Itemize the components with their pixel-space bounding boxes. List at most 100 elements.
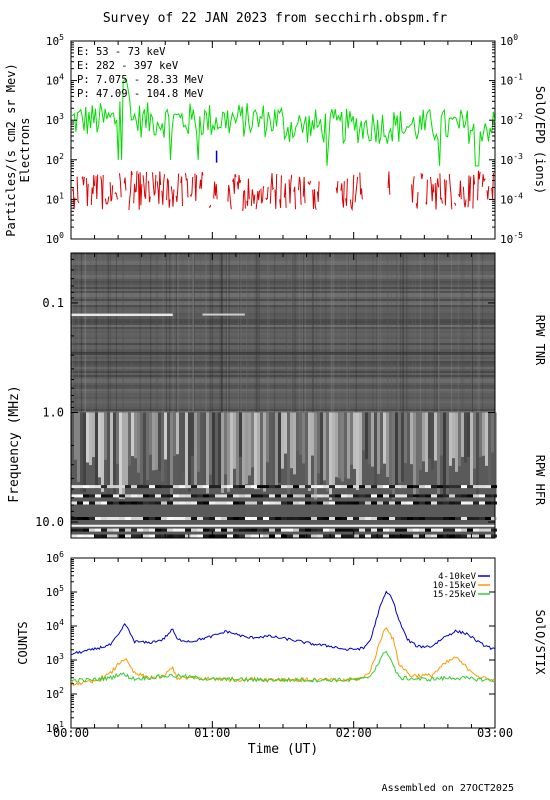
rpw-tnr-streak <box>219 253 221 413</box>
rpw-hfr-band <box>83 501 89 505</box>
rpw-hfr-band <box>353 517 359 520</box>
rpw-hfr-band <box>185 501 191 505</box>
epd-series-electrons-high <box>142 171 147 199</box>
rpw-tnr-streak <box>254 253 256 413</box>
rpw-hfr-band <box>401 494 407 498</box>
rpw-tnr-row <box>71 385 495 387</box>
rpw-tnr-streak <box>246 253 248 413</box>
rpw-hfr-streak <box>386 412 389 477</box>
rpw-hfr-band <box>257 494 263 498</box>
rpw-hfr-streak <box>329 412 332 501</box>
rpw-hfr-band <box>287 494 293 498</box>
rpw-tnr-streak <box>397 253 399 413</box>
epd-series-electrons-high <box>430 176 435 202</box>
rpw-tnr-streak <box>376 253 378 413</box>
rpw-hfr-band <box>185 485 191 489</box>
epd-series-electrons-high <box>119 173 122 198</box>
epd-tick-label: 104 <box>46 73 64 88</box>
stix-series-15-25keV <box>70 650 496 683</box>
rpw-hfr-band <box>125 534 131 538</box>
epd-series-electrons-high <box>152 172 157 197</box>
stix-series-10-15keV <box>70 626 496 687</box>
rpw-hfr-band <box>329 528 335 532</box>
rpw-hfr-band <box>389 517 395 520</box>
time-tick-label: 02:00 <box>336 726 372 740</box>
rpw-hfr-band <box>293 485 299 489</box>
rpw-tnr-streak <box>320 253 321 413</box>
epd-series-electrons-low <box>70 78 496 167</box>
rpw-hfr-streak <box>452 412 455 459</box>
rpw-tnr-streak <box>193 253 195 413</box>
rpw-hfr-band <box>203 494 209 498</box>
rpw-tnr-streak <box>106 253 108 413</box>
rpw-hfr-band <box>227 534 233 538</box>
rpw-hfr-band <box>341 485 347 489</box>
rpw-bright-line <box>71 313 173 317</box>
rpw-hfr-band <box>461 517 467 520</box>
rpw-hfr-band <box>431 517 437 520</box>
epd-series-electrons-high <box>86 178 89 207</box>
rpw-tnr-streak <box>292 253 294 413</box>
rpw-hfr-streak <box>134 412 137 459</box>
rpw-tnr-streak <box>252 253 254 413</box>
rpw-hfr-band <box>191 485 197 489</box>
rpw-frequency-axis: 0.1 1.0 10.0 <box>35 258 495 529</box>
rpw-hfr-band <box>227 494 233 498</box>
rpw-hfr-streak <box>215 412 218 490</box>
rpw-hfr-band <box>401 501 407 505</box>
rpw-hfr-band <box>137 485 143 489</box>
epd-series-electrons-high <box>420 173 424 180</box>
rpw-hfr-band <box>269 534 275 538</box>
epd-ylabel2: Electrons <box>18 117 32 182</box>
rpw-tnr-streak <box>419 253 421 413</box>
rpw-hfr-band <box>455 534 461 538</box>
rpw-hfr-band <box>383 528 389 532</box>
rpw-hfr-band <box>341 534 347 538</box>
rpw-tick-label: 1.0 <box>42 405 64 419</box>
rpw-tnr-streak <box>256 253 258 413</box>
stix-legend-label: 15-25keV <box>433 590 477 600</box>
rpw-tnr-streak <box>188 253 190 413</box>
rpw-tnr-streak <box>438 253 439 413</box>
stix-legend-label: 4-10keV <box>438 572 477 582</box>
rpw-tnr-row <box>71 325 495 327</box>
rpw-hfr-streak <box>104 412 107 460</box>
rpw-hfr-band <box>347 501 353 505</box>
rpw-hfr-band <box>413 534 419 538</box>
rpw-hfr-band <box>149 534 155 538</box>
rpw-hfr-streak <box>143 412 146 485</box>
rpw-hfr-band <box>491 534 497 538</box>
rpw-hfr-band <box>479 528 485 532</box>
rpw-hfr-band <box>227 501 233 505</box>
rpw-hfr-band <box>149 485 155 489</box>
epd-series-electrons-high <box>298 176 302 205</box>
rpw-hfr-band <box>125 528 131 532</box>
rpw-tnr-row <box>71 401 495 403</box>
rpw-hfr-streak <box>389 412 392 491</box>
epd-series-electrons-high <box>340 181 345 208</box>
epd-series-electrons-high <box>227 184 232 210</box>
rpw-hfr-band <box>461 494 467 498</box>
rpw-tnr-row <box>71 269 495 271</box>
rpw-hfr-band <box>329 485 335 489</box>
rpw-hfr-band <box>419 534 425 538</box>
rpw-hfr-band <box>221 534 227 538</box>
rpw-tnr-row <box>71 327 495 329</box>
rpw-hfr-band <box>371 485 377 489</box>
rpw-hfr-streak <box>71 412 74 470</box>
rpw-tnr-streak <box>71 253 73 413</box>
rpw-hfr-band <box>77 494 83 498</box>
rpw-hfr-band <box>137 528 143 532</box>
rpw-tnr-streak <box>402 253 404 413</box>
rpw-hfr-band <box>329 501 335 505</box>
rpw-hfr-band <box>281 534 287 538</box>
rpw-hfr-band <box>257 534 263 538</box>
epd-right-tick-label: 100 <box>500 33 518 48</box>
rpw-hfr-band <box>341 494 347 498</box>
rpw-hfr-band <box>197 501 203 505</box>
rpw-hfr-band <box>89 534 95 538</box>
rpw-tnr-row <box>71 403 495 405</box>
rpw-tnr-streak <box>175 253 177 413</box>
epd-series-layer <box>70 78 496 212</box>
